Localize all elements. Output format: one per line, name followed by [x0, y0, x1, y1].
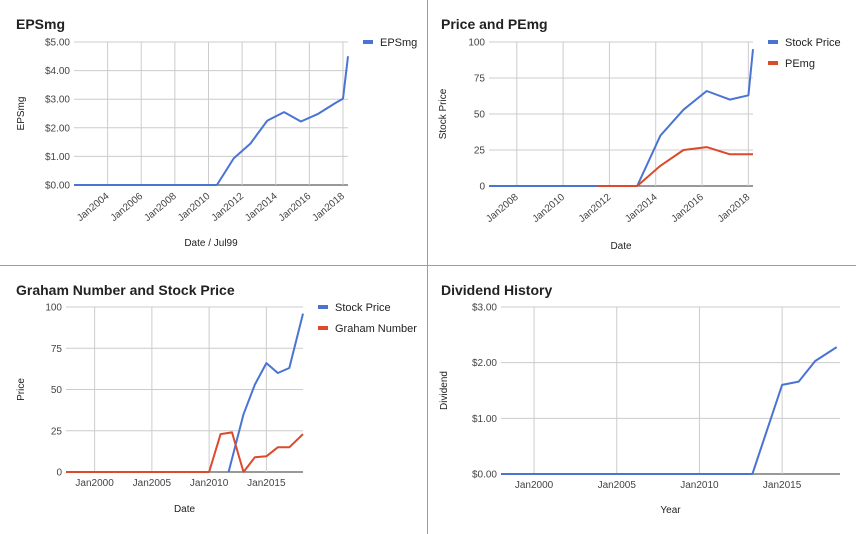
- y-tick-label: $2.00: [472, 358, 497, 369]
- x-tick-label: Jan2014: [243, 191, 280, 224]
- y-axis-label: Stock Price: [438, 88, 449, 139]
- series-line: [501, 346, 838, 475]
- x-tick-label: Jan2015: [763, 480, 802, 491]
- y-tick-label: 75: [474, 74, 486, 85]
- x-axis-label: Year: [660, 505, 681, 516]
- y-tick-label: $1.00: [472, 414, 497, 425]
- legend-swatch: [768, 61, 778, 65]
- legend-swatch: [363, 40, 373, 44]
- y-tick-label: 75: [51, 344, 63, 355]
- y-tick-label: 25: [51, 426, 63, 437]
- chart-panel-epsmg: EPSmg $0.00 $1.00 $2.00 $3.00 $4.00 $5.00 Jan20…: [0, 0, 427, 265]
- x-tick-label: Jan2014: [623, 192, 660, 225]
- chart-panel-price-pemg: Price and PEmg 0 25 50 75 100 Jan2008 Jan2010 Ja…: [428, 0, 856, 265]
- y-axis-label: Dividend: [439, 371, 450, 410]
- y-tick-label: $0.00: [45, 181, 70, 192]
- x-tick-label: Jan2016: [277, 191, 314, 224]
- chart-svg: Graham Number and Stock Price 0 25 50 75 100 J…: [16, 282, 417, 515]
- chart-title: Dividend History: [441, 282, 552, 298]
- series-line: [597, 146, 753, 187]
- y-tick-label: $0.00: [472, 470, 497, 481]
- series-line: [66, 431, 304, 473]
- y-tick-label: $5.00: [45, 38, 70, 49]
- panel-divider-vertical: [427, 0, 428, 534]
- x-axis-label: Date: [610, 241, 632, 252]
- y-tick-label: 100: [45, 303, 62, 314]
- chart-panel-dividend: Dividend History $0.00 $1.00 $2.00 $3.00 Jan2…: [428, 266, 856, 534]
- x-tick-label: Jan2000: [75, 478, 114, 489]
- y-axis-label: EPSmg: [16, 97, 27, 131]
- series-line: [227, 313, 304, 473]
- x-tick-label: Jan2010: [190, 478, 229, 489]
- chart-panel-graham: Graham Number and Stock Price 0 25 50 75 100 J…: [0, 266, 427, 534]
- x-tick-label: Jan2000: [515, 480, 554, 491]
- x-tick-label: Jan2008: [484, 192, 521, 225]
- x-tick-label: Jan2016: [670, 192, 707, 225]
- y-tick-label: 25: [474, 146, 486, 157]
- x-tick-label: Jan2010: [531, 192, 568, 225]
- x-tick-label: Jan2008: [142, 191, 179, 224]
- legend-swatch: [768, 40, 778, 44]
- x-tick-label: Jan2012: [210, 191, 247, 224]
- x-tick-label: Jan2005: [598, 480, 637, 491]
- y-axis-label: Price: [16, 378, 27, 401]
- x-tick-label: Jan2010: [680, 480, 719, 491]
- chart-title: Price and PEmg: [441, 16, 548, 32]
- chart-title: Graham Number and Stock Price: [16, 282, 235, 298]
- chart-svg: Dividend History $0.00 $1.00 $2.00 $3.00 Jan2…: [439, 282, 840, 516]
- x-tick-label: Jan2005: [133, 478, 172, 489]
- y-tick-label: $3.00: [45, 95, 70, 106]
- y-tick-label: 100: [468, 38, 485, 49]
- panel-divider-horizontal: [0, 265, 856, 266]
- y-tick-label: 0: [479, 182, 485, 193]
- y-tick-label: $3.00: [472, 303, 497, 314]
- legend-label: Stock Price: [335, 302, 391, 314]
- y-tick-label: 50: [474, 110, 486, 121]
- y-tick-label: 0: [56, 468, 62, 479]
- chart-title: EPSmg: [16, 16, 65, 32]
- y-tick-label: $1.00: [45, 152, 70, 163]
- legend-label: EPSmg: [380, 37, 417, 49]
- x-tick-label: Jan2006: [109, 191, 146, 224]
- legend-label: Stock Price: [785, 37, 841, 49]
- y-tick-label: $4.00: [45, 66, 70, 77]
- x-tick-label: Jan2015: [247, 478, 286, 489]
- chart-svg: EPSmg $0.00 $1.00 $2.00 $3.00 $4.00 $5.00 Jan20…: [16, 16, 417, 249]
- legend-swatch: [318, 305, 328, 309]
- x-tick-label: Jan2018: [716, 192, 753, 225]
- legend-swatch: [318, 326, 328, 330]
- x-axis-label: Date / Jul99: [184, 238, 238, 249]
- x-tick-label: Jan2004: [75, 191, 112, 224]
- x-axis-label: Date: [174, 504, 196, 515]
- y-tick-label: $2.00: [45, 123, 70, 134]
- x-tick-label: Jan2018: [310, 191, 347, 224]
- chart-svg: Price and PEmg 0 25 50 75 100 Jan2008 Jan2010 Ja…: [438, 16, 841, 252]
- series-line: [74, 56, 349, 186]
- series-line: [489, 49, 754, 187]
- y-tick-label: 50: [51, 385, 63, 396]
- x-tick-label: Jan2012: [577, 192, 614, 225]
- legend-label: Graham Number: [335, 323, 417, 335]
- x-tick-label: Jan2010: [176, 191, 213, 224]
- legend-label: PEmg: [785, 58, 815, 70]
